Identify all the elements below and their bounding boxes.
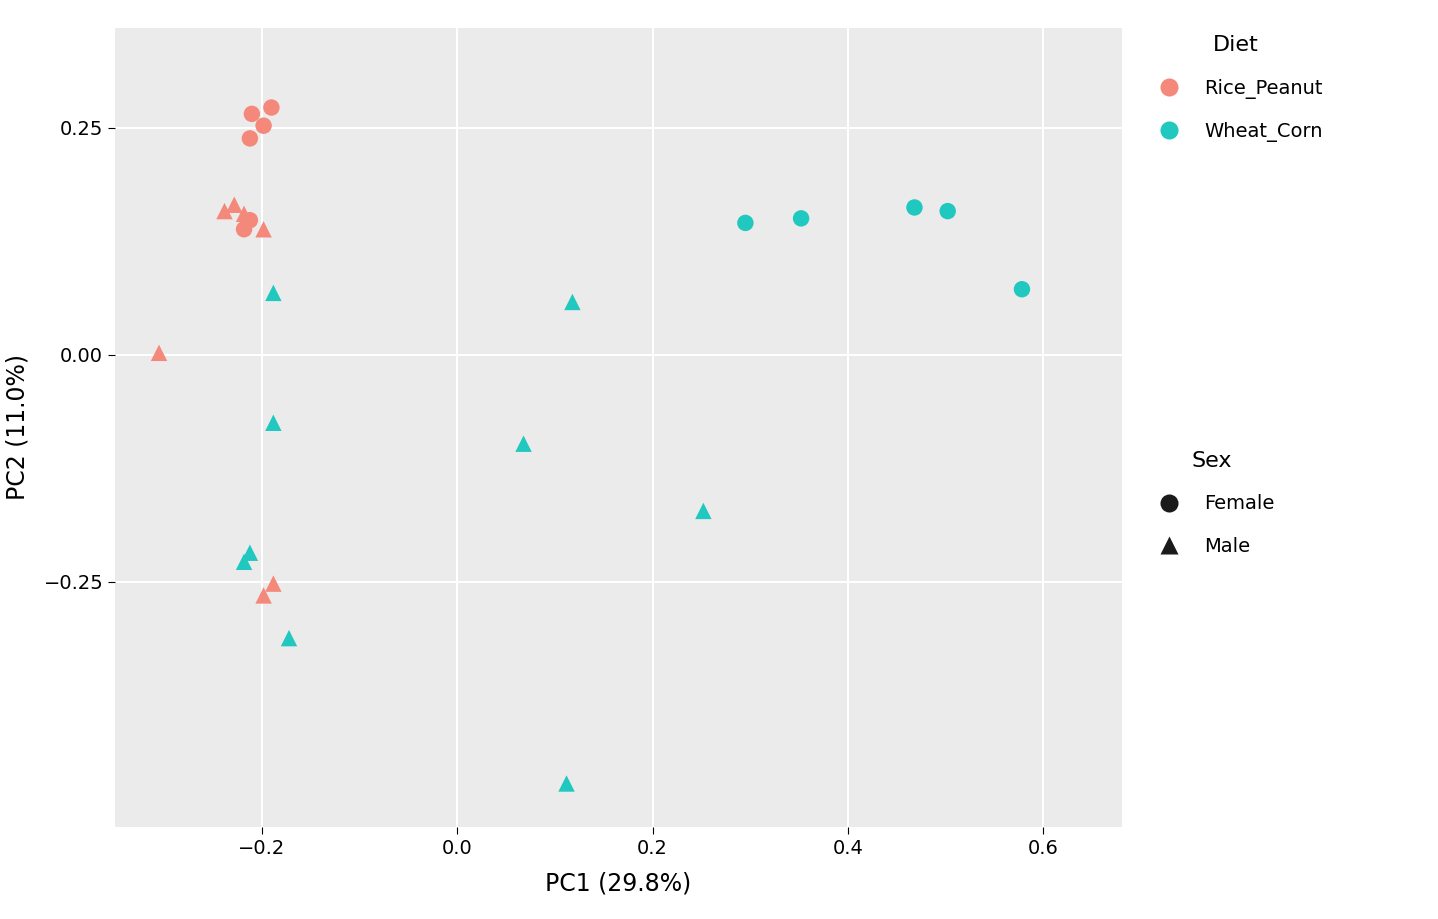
Point xyxy=(903,200,926,215)
Point xyxy=(555,777,578,791)
Point xyxy=(148,346,171,360)
X-axis label: PC1 (29.8%): PC1 (29.8%) xyxy=(545,872,692,896)
Point xyxy=(561,295,584,310)
Point xyxy=(239,545,262,560)
Point xyxy=(223,198,246,212)
Point xyxy=(252,588,275,603)
Point xyxy=(233,554,256,569)
Point xyxy=(262,576,285,591)
Point xyxy=(262,415,285,430)
Point xyxy=(233,207,256,221)
Point xyxy=(252,119,275,133)
Point xyxy=(260,100,283,115)
Point xyxy=(1011,282,1034,297)
Point xyxy=(239,131,262,146)
Legend: Female, Male: Female, Male xyxy=(1142,443,1283,563)
Point xyxy=(252,221,275,236)
Point xyxy=(278,630,301,645)
Point xyxy=(262,286,285,301)
Point xyxy=(692,504,715,518)
Point xyxy=(936,204,959,219)
Point xyxy=(233,221,256,236)
Point xyxy=(789,211,812,226)
Y-axis label: PC2 (11.0%): PC2 (11.0%) xyxy=(6,355,30,500)
Point xyxy=(240,107,263,121)
Point xyxy=(733,216,756,231)
Point xyxy=(512,437,535,451)
Point xyxy=(213,204,236,219)
Point xyxy=(239,213,262,228)
